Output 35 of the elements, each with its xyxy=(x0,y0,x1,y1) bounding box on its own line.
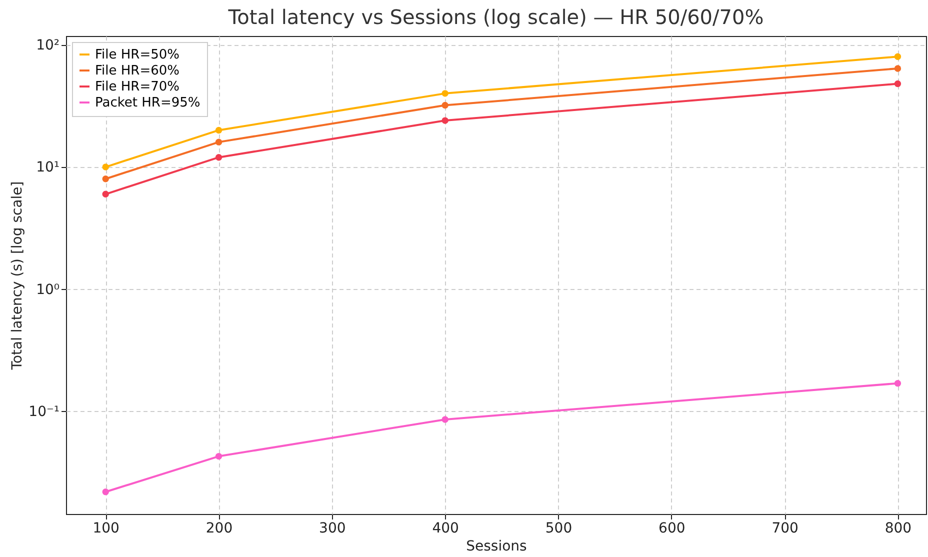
point xyxy=(102,488,109,496)
legend-label: File HR=60% xyxy=(95,64,180,78)
point xyxy=(215,126,222,134)
point xyxy=(442,416,448,423)
y-axis-title: Total latency (s) [log scale] xyxy=(10,181,26,371)
x-tick-label: 400 xyxy=(432,520,459,536)
point xyxy=(894,380,902,387)
point xyxy=(215,138,222,146)
point xyxy=(894,80,902,88)
legend-label: File HR=70% xyxy=(95,80,180,94)
point xyxy=(442,90,448,97)
point xyxy=(102,190,109,198)
y-tick-label: 10⁰ xyxy=(36,282,60,298)
point xyxy=(442,102,448,109)
x-tick-label: 600 xyxy=(658,520,686,536)
point xyxy=(894,65,902,72)
x-tick-label: 700 xyxy=(772,520,798,536)
point xyxy=(215,452,222,460)
point xyxy=(102,176,109,182)
legend-label: Packet HR=95% xyxy=(95,96,200,110)
x-tick-label: 200 xyxy=(206,520,233,536)
x-tick-label: 800 xyxy=(884,520,912,536)
x-axis-title: Sessions xyxy=(466,538,527,554)
y-tick-label: 10¹ xyxy=(36,160,60,176)
x-tick-label: 100 xyxy=(92,520,120,536)
point xyxy=(442,117,448,124)
x-tick-label: 500 xyxy=(545,520,572,536)
point xyxy=(215,154,222,161)
point xyxy=(894,53,902,60)
point xyxy=(102,164,109,170)
chart-title: Total latency vs Sessions (log scale) — HR 50/60/70% xyxy=(227,5,764,29)
x-tick-label: 300 xyxy=(319,520,346,536)
y-tick-label: 10² xyxy=(36,37,60,54)
legend-label: File HR=50% xyxy=(95,48,180,62)
y-tick-label: 10⁻¹ xyxy=(28,404,60,420)
